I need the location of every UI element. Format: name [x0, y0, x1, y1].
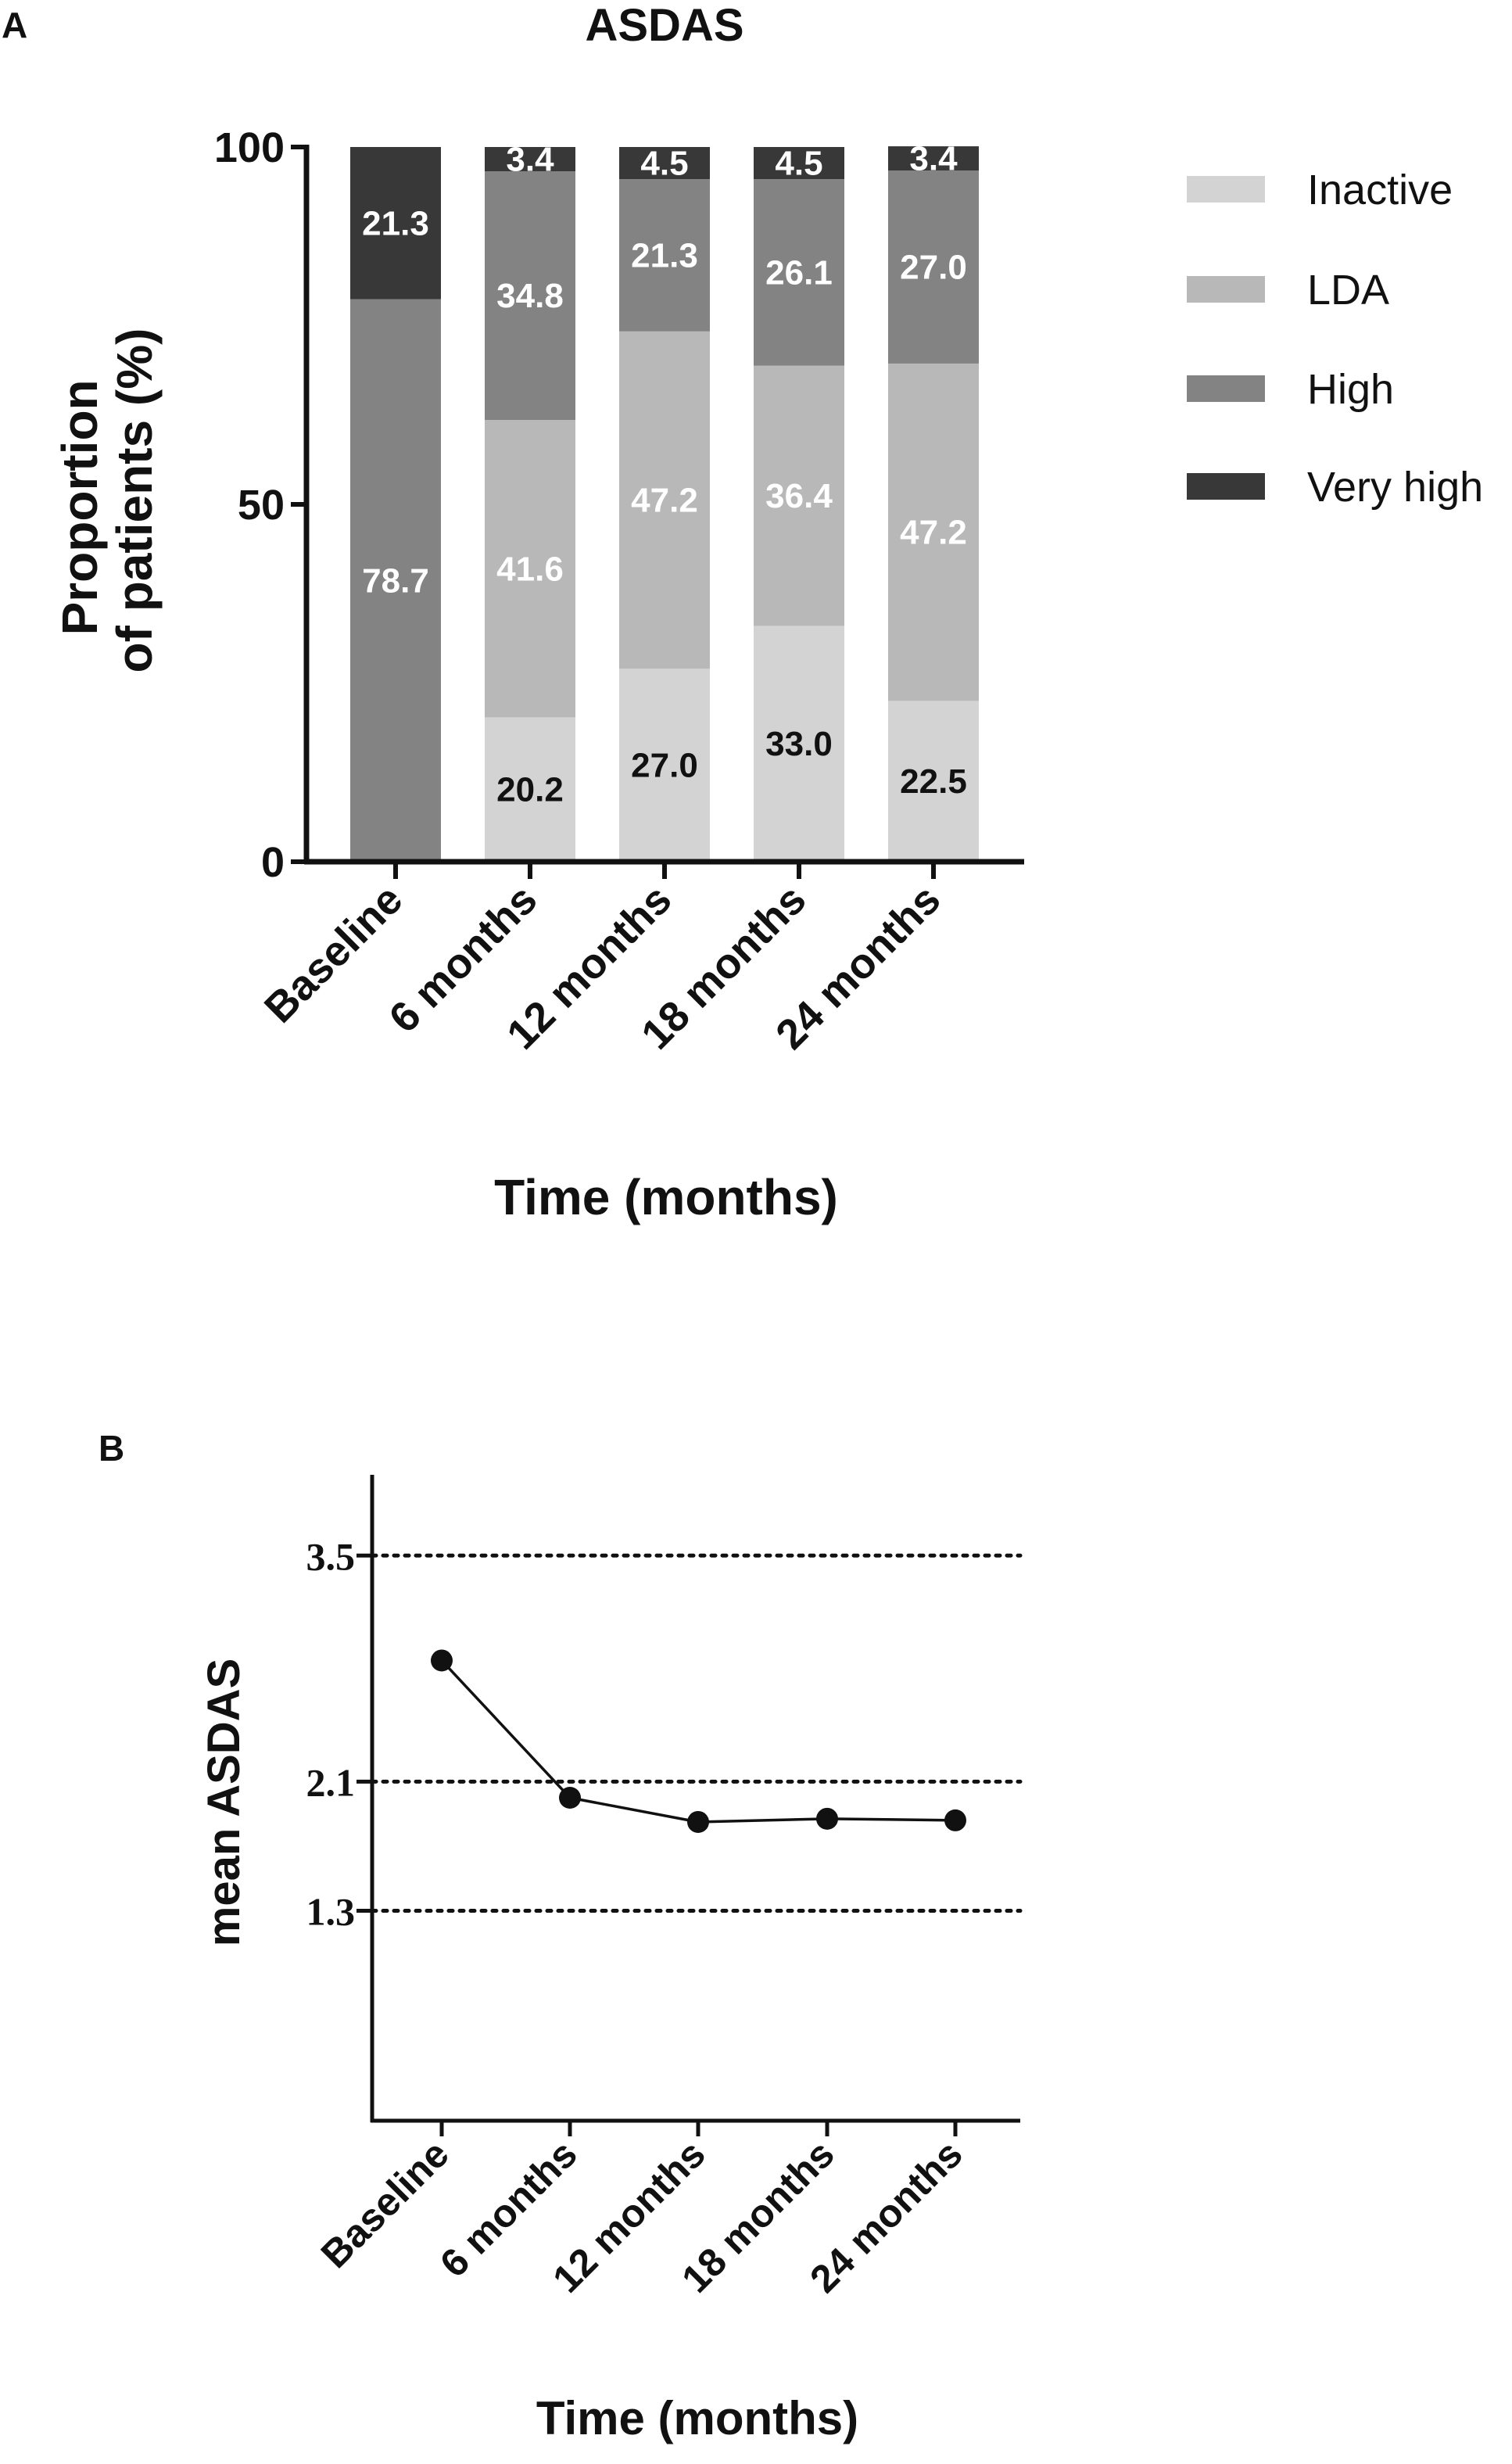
chart-a-y-tick-label: 50 — [238, 482, 285, 529]
data-label-very-high-6-months: 3.4 — [506, 141, 554, 179]
bar-high-6-months — [485, 171, 575, 421]
data-point-12-months — [687, 1810, 709, 1833]
chart-b-y-axis-title: mean ASDAS — [199, 1659, 249, 1947]
bar-inactive-12-months — [619, 669, 710, 862]
bar-high-24-months — [888, 170, 979, 364]
data-label-high-12-months: 21.3 — [631, 236, 698, 274]
mean-asdas-line — [440, 1659, 956, 1824]
data-point-24-months — [944, 1809, 966, 1831]
data-point-baseline — [431, 1649, 453, 1672]
legend-label-inactive: Inactive — [1307, 167, 1453, 213]
chart-a-x-axis-title: Time (months) — [494, 1169, 838, 1225]
data-label-inactive-24-months: 22.5 — [900, 762, 967, 801]
chart-a-y-axis-title-line1: Proportion — [52, 379, 108, 635]
chart-a-title: ASDAS — [585, 0, 743, 51]
chart-b-x-axis-title: Time (months) — [536, 2392, 858, 2444]
data-point-6-months — [559, 1787, 581, 1809]
bar-lda-24-months — [888, 363, 979, 701]
chart-a-plot-area: 78.7 21.3 20.2 41.6 34.8 3.4 27.0 47.2 21.3 4.5 33… — [214, 124, 1024, 1058]
bar-high-12-months — [619, 179, 710, 332]
panel-b-letter: B — [99, 1428, 124, 1469]
legend-swatch-lda — [1187, 276, 1265, 303]
legend-swatch-inactive — [1187, 176, 1265, 203]
chart-a-y-axis-title: Proportion of patients (%) — [52, 328, 163, 673]
panel-a-letter: A — [2, 5, 27, 45]
bar-high-18-months — [754, 179, 844, 366]
data-label-inactive-6-months: 20.2 — [496, 771, 564, 809]
bar-inactive-18-months — [754, 626, 844, 862]
chart-a-legend: Inactive LDA High Very high — [1187, 167, 1483, 511]
chart-a-y-tick-label: 0 — [261, 839, 285, 886]
chart-a-y-tick-label: 100 — [214, 124, 285, 171]
bar-inactive-6-months — [485, 717, 575, 862]
chart-b-y-tick-label: 3.5 — [306, 1534, 356, 1578]
data-label-high-24-months: 27.0 — [900, 249, 967, 287]
data-label-lda-12-months: 47.2 — [631, 482, 698, 520]
bar-lda-6-months — [485, 420, 575, 718]
legend-swatch-very-high — [1187, 473, 1265, 500]
bar-very-high-baseline — [350, 147, 441, 299]
data-point-18-months — [816, 1807, 838, 1830]
data-label-very-high-baseline: 21.3 — [362, 204, 429, 242]
data-label-high-baseline: 78.7 — [362, 561, 429, 600]
data-label-high-6-months: 34.8 — [496, 277, 564, 315]
legend-swatch-high — [1187, 375, 1265, 402]
legend-label-lda: LDA — [1307, 267, 1389, 314]
legend-label-high: High — [1307, 366, 1394, 413]
data-label-very-high-24-months: 3.4 — [909, 140, 958, 178]
bar-inactive-24-months — [888, 701, 979, 862]
data-label-lda-18-months: 36.4 — [765, 477, 833, 515]
legend-label-very-high: Very high — [1307, 464, 1483, 511]
chart-a-y-axis-title-line2: of patients (%) — [106, 328, 163, 673]
bar-very-high-18-months — [754, 147, 844, 180]
chart-b-y-tick-label: 1.3 — [306, 1890, 356, 1934]
data-label-high-18-months: 26.1 — [765, 253, 833, 292]
data-label-very-high-12-months: 4.5 — [640, 145, 688, 183]
bar-lda-18-months — [754, 365, 844, 626]
data-label-inactive-18-months: 33.0 — [765, 725, 833, 763]
bar-very-high-24-months — [888, 146, 979, 171]
chart-b-y-tick-label: 2.1 — [306, 1760, 356, 1804]
data-label-lda-24-months: 47.2 — [900, 514, 967, 552]
data-label-very-high-18-months: 4.5 — [775, 145, 822, 183]
data-label-lda-6-months: 41.6 — [496, 550, 564, 588]
bar-very-high-12-months — [619, 147, 710, 180]
data-label-inactive-12-months: 27.0 — [631, 747, 698, 785]
bar-high-baseline — [350, 299, 441, 862]
bar-lda-12-months — [619, 331, 710, 669]
bar-very-high-6-months — [485, 147, 575, 172]
